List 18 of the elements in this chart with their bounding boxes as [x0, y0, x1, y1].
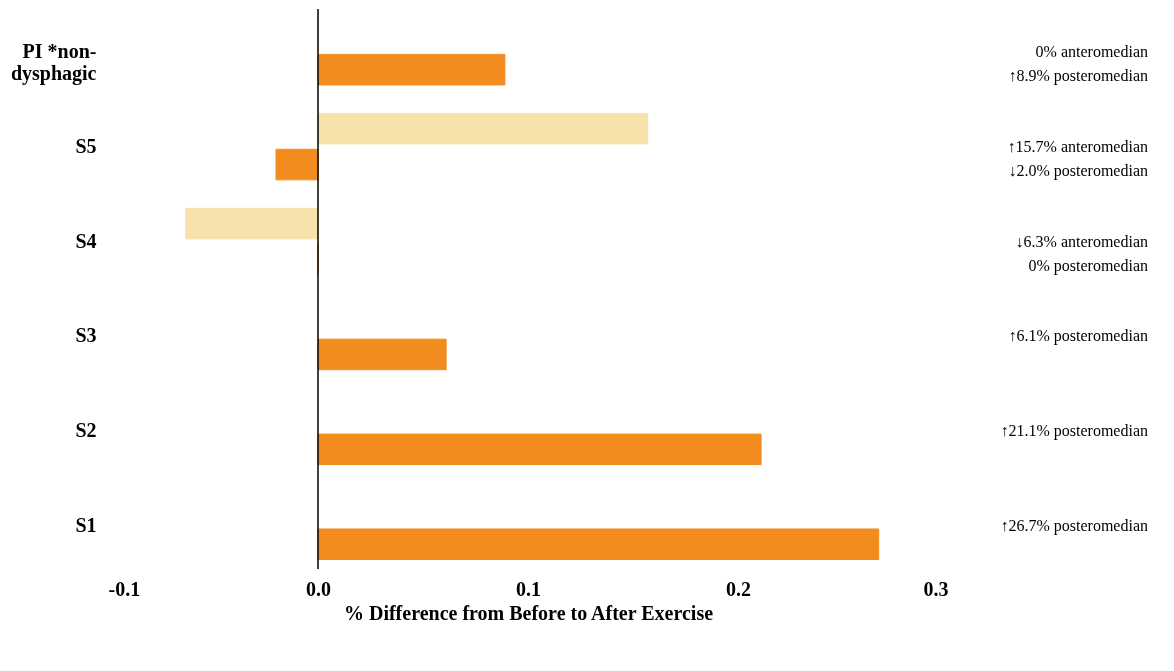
y-tick-label: S2 — [75, 419, 97, 442]
y-tick-label: S1 — [75, 514, 97, 537]
y-tick-label: S5 — [75, 134, 97, 157]
text: ↑26.7% posteromedian — [1000, 517, 1148, 536]
x-tick-label: 0.3 — [923, 577, 949, 600]
text: ↑21.1% posteromedian — [1000, 422, 1148, 441]
y-tick-label: PI *non-dysphagic — [10, 39, 97, 85]
y-tick-label: S4 — [75, 229, 97, 252]
x-tick-label: 0.1 — [516, 577, 541, 600]
text: ↑6.1% posteromedian — [1008, 327, 1148, 346]
x-tick-label: -0.1 — [108, 577, 141, 600]
x-axis-title: % Difference from Before to After Exercise — [343, 601, 714, 624]
text: 0% anteromedian ↑8.9% posteromedian — [1008, 42, 1148, 85]
text: ↑15.7% anteromedian ↓2.0% posteromedian — [1007, 137, 1148, 180]
x-tick-label: 0.2 — [726, 577, 751, 600]
x-tick-label: 0.0 — [306, 577, 331, 600]
y-tick-label: S3 — [75, 324, 97, 347]
text: ↓6.3% anteromedian 0% posteromedian — [1015, 232, 1148, 275]
